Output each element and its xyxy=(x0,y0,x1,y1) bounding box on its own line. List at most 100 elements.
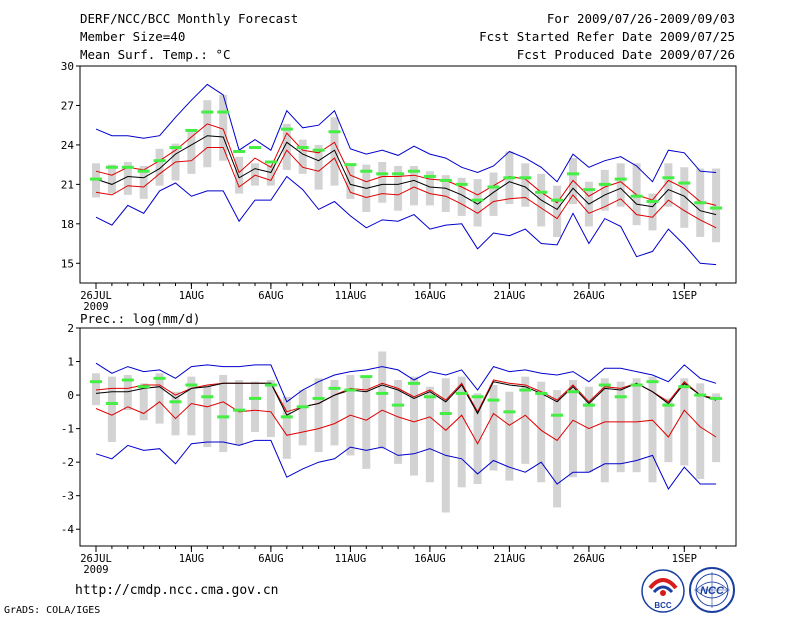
spread-box xyxy=(378,351,387,449)
spread-box xyxy=(473,393,482,484)
spread-box xyxy=(648,193,657,231)
spread-box xyxy=(553,185,562,237)
spread-box xyxy=(394,379,403,464)
grads-credit: GrADS: COLA/IGES xyxy=(4,605,101,616)
spread-box xyxy=(664,398,673,463)
x-tick-label: 21AUG xyxy=(494,553,526,565)
spread-box xyxy=(330,117,339,186)
spread-box xyxy=(569,379,577,478)
website-url[interactable]: http://cmdp.ncc.cma.gov.cn xyxy=(75,583,279,598)
spread-box xyxy=(203,385,212,448)
spread-box xyxy=(235,156,244,194)
spread-box xyxy=(107,164,116,194)
spread-box xyxy=(410,165,418,206)
year-label: 2009 xyxy=(83,564,108,576)
spread-box xyxy=(155,373,164,424)
spread-box xyxy=(203,100,212,168)
x-tick-label: 1AUG xyxy=(179,553,204,565)
x-tick-label: 6AUG xyxy=(258,553,283,565)
y-tick-label: -3 xyxy=(61,490,74,503)
y-tick-label: 27 xyxy=(61,99,74,112)
spread-box xyxy=(251,163,259,186)
series-lower-line xyxy=(95,401,717,445)
spread-box xyxy=(251,381,259,432)
y-tick-label: 30 xyxy=(61,60,74,73)
temperature-panel: 15 18 21 24 27 30 26JUL 1AUG 6AUG 11AUG 16AUG 21AUG… xyxy=(61,60,737,313)
series-max-line xyxy=(95,362,717,403)
spread-box xyxy=(425,386,434,483)
series-min-line xyxy=(95,439,717,490)
x-tick-label: 11AUG xyxy=(335,553,367,565)
spread-box xyxy=(266,164,275,186)
spread-box xyxy=(394,165,403,211)
x-tick-label: 26AUG xyxy=(573,290,605,302)
y-tick-label: 2 xyxy=(67,322,74,335)
ncc-logo: NCC xyxy=(688,566,736,614)
spread-box xyxy=(266,379,275,437)
y-tick-label: -4 xyxy=(61,523,75,536)
forecast-start-date: Fcst Started Refer Date 2009/07/25 xyxy=(479,29,735,44)
spread-box xyxy=(425,171,434,206)
series-mean-line xyxy=(95,381,717,416)
spread-box xyxy=(664,163,673,207)
spread-box xyxy=(171,391,180,436)
spread-box xyxy=(584,386,593,473)
x-tick-label: 11AUG xyxy=(335,290,367,302)
series-mean-line xyxy=(95,135,717,216)
spread-box xyxy=(282,123,291,170)
forecast-produced-date: Fcst Produced Date 2009/07/26 xyxy=(516,47,735,62)
spread-box xyxy=(219,374,228,453)
y-tick-label: 15 xyxy=(61,257,74,270)
series-max-line xyxy=(95,83,717,183)
x-tick-label: 26JUL xyxy=(80,290,112,302)
series-min-line xyxy=(95,175,717,266)
x-tick-label: 16AUG xyxy=(414,553,446,565)
y-tick-label: -2 xyxy=(61,456,74,469)
x-tick-label: 6AUG xyxy=(258,290,283,302)
spread-box xyxy=(298,390,307,446)
y-tick-label: 18 xyxy=(61,218,74,231)
x-tick-label: 26JUL xyxy=(80,553,112,565)
x-tick-label: 1SEP xyxy=(672,553,697,565)
y-tick-label: -1 xyxy=(61,423,74,436)
spread-box xyxy=(187,376,196,436)
spread-box xyxy=(378,162,387,203)
spread-box xyxy=(553,390,562,508)
y-tick-label: 21 xyxy=(61,178,74,191)
y-tick-label: 1 xyxy=(67,356,74,369)
spread-box xyxy=(457,376,466,488)
spread-box xyxy=(680,167,689,228)
year-label: 2009 xyxy=(83,301,108,313)
spread-box xyxy=(505,391,514,481)
spread-box xyxy=(489,385,498,471)
bcc-logo: BCC xyxy=(640,568,686,614)
variable-label: Mean Surf. Temp.: °C xyxy=(80,47,231,62)
spread-box xyxy=(489,172,498,216)
series-upper-line xyxy=(95,123,717,206)
spread-box xyxy=(680,378,689,466)
x-tick-label: 1SEP xyxy=(672,290,697,302)
spread-box xyxy=(282,396,291,459)
spread-box xyxy=(410,376,418,476)
spread-box xyxy=(457,177,466,216)
spread-box xyxy=(107,376,116,443)
spread-box xyxy=(187,130,196,174)
plot-frame xyxy=(79,327,737,547)
spread-box xyxy=(362,378,371,469)
y-tick-label: 0 xyxy=(67,389,74,402)
x-tick-label: 1AUG xyxy=(179,290,204,302)
x-tick-label: 26AUG xyxy=(573,553,605,565)
spread-box xyxy=(712,168,721,243)
series-lower-line xyxy=(95,147,717,229)
x-tick-label: 16AUG xyxy=(414,290,446,302)
spread-box xyxy=(346,164,355,199)
spread-box xyxy=(330,379,339,446)
x-tick-label: 21AUG xyxy=(494,290,526,302)
spread-box xyxy=(123,374,132,411)
spread-box xyxy=(139,383,148,421)
spread-box xyxy=(441,175,450,212)
spread-box xyxy=(123,162,132,195)
spread-box xyxy=(92,373,100,406)
spread-box xyxy=(632,378,641,473)
